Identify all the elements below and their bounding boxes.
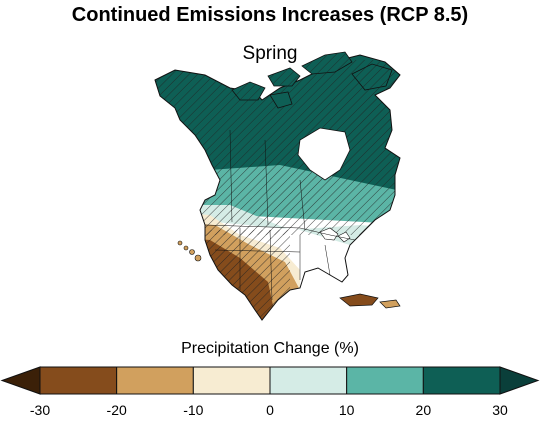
colorbar-tick-label: -10 bbox=[183, 402, 204, 418]
colorbar-bin bbox=[269, 366, 348, 395]
great-lakes bbox=[319, 227, 351, 243]
legend-title: Precipitation Change (%) bbox=[181, 340, 359, 357]
colorbar-bin bbox=[422, 366, 501, 395]
hawaii-islands bbox=[177, 240, 202, 262]
colorbar-under-arrow bbox=[0, 366, 41, 395]
colorbar-bin bbox=[39, 366, 118, 395]
map-title: Continued Emissions Increases (RCP 8.5) bbox=[71, 4, 469, 26]
colorbar-tick-label: 0 bbox=[266, 402, 274, 418]
colorbar-over-arrow bbox=[499, 366, 540, 395]
colorbar-bin bbox=[346, 366, 424, 395]
colorbar-tick-label: 30 bbox=[492, 402, 508, 418]
colorbar-bin bbox=[192, 366, 271, 395]
hudson-bay bbox=[297, 127, 351, 181]
north-america-map bbox=[154, 51, 401, 321]
colorbar-tick-label: -30 bbox=[29, 402, 51, 418]
colorbar-tick-label: 20 bbox=[415, 402, 432, 418]
colorbar-tick-label: -20 bbox=[106, 402, 127, 418]
colorbar-tick-label: 10 bbox=[338, 402, 355, 418]
colorbar-bin bbox=[116, 366, 194, 395]
colorbar bbox=[0, 366, 540, 395]
political-borders bbox=[204, 129, 356, 301]
season-label: Spring bbox=[242, 43, 298, 64]
caribbean-islands bbox=[339, 293, 401, 309]
